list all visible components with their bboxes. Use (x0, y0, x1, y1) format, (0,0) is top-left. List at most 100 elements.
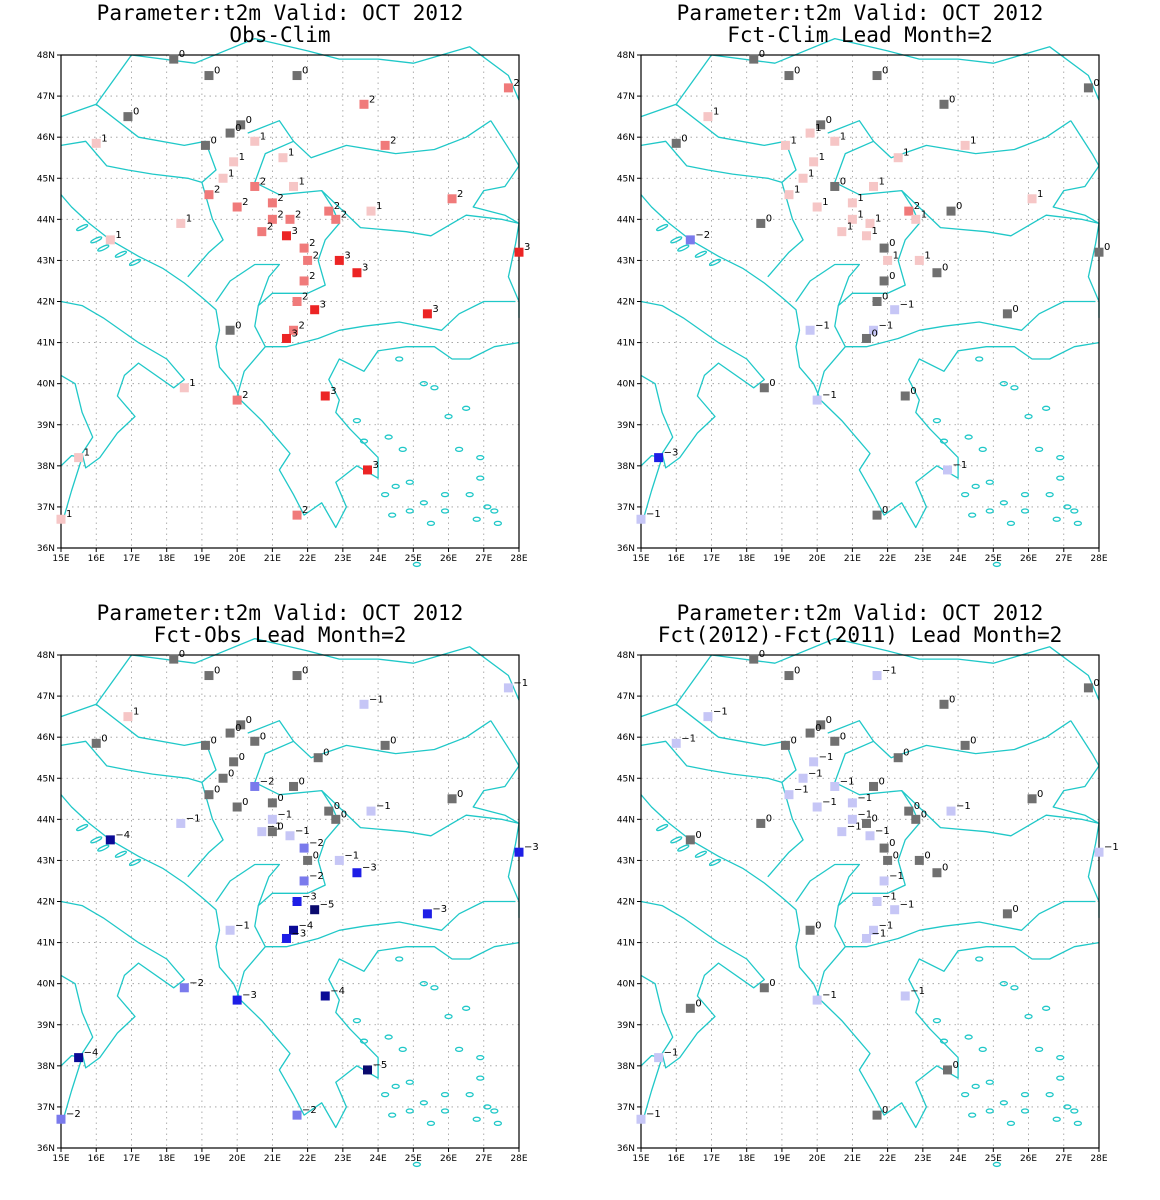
station-square (225, 925, 235, 935)
station-value-label: 3 (373, 460, 379, 471)
station-square (292, 1110, 302, 1120)
station-value-label: 0 (840, 176, 846, 187)
station-value-label: 1 (288, 148, 294, 159)
station-square (685, 835, 695, 845)
station-value-label: 0 (260, 731, 266, 742)
station-value-label: −1 (267, 822, 282, 833)
station-square (830, 781, 840, 791)
station-value-label: 2 (390, 135, 396, 146)
station-marker: 0 (225, 320, 241, 335)
station-square (292, 897, 302, 906)
lat-tick-label: 39N (37, 421, 55, 431)
station-value-label: 1 (376, 201, 382, 212)
station-marker: 0 (267, 793, 284, 808)
lat-tick-label: 40N (37, 380, 55, 390)
lon-tick-label: 15E (52, 1154, 69, 1164)
station-value-label: 2 (513, 78, 519, 89)
station-marker: 0 (685, 830, 702, 845)
station-value-label: −5 (320, 900, 335, 911)
station-value-label: −3 (291, 928, 306, 939)
lon-tick-label: 15E (632, 554, 649, 564)
station-square (232, 995, 242, 1005)
station-value-label: 0 (914, 801, 920, 812)
station-marker: 0 (1002, 304, 1019, 319)
station-value-label: −1 (277, 809, 292, 820)
station-value-label: 0 (277, 822, 283, 833)
map-frame (640, 654, 1100, 1149)
station-marker: −2 (56, 1109, 81, 1124)
station-value-label: −1 (369, 694, 384, 705)
station-square (380, 140, 390, 150)
station-value-label: −2 (260, 776, 275, 787)
station-marker: 2 (503, 78, 520, 93)
station-square (229, 757, 239, 767)
lat-tick-label: 42N (617, 898, 635, 908)
station-value-label: −1 (910, 986, 925, 997)
station-square (56, 1114, 66, 1124)
station-value-label: 1 (857, 193, 863, 204)
station-marker: 1 (780, 135, 797, 150)
station-value-label: −3 (524, 842, 539, 853)
station-marker: −2 (292, 1105, 317, 1120)
station-marker: 1 (805, 123, 821, 138)
station-marker: 0 (805, 723, 821, 738)
station-square (218, 173, 228, 183)
station-square (749, 54, 759, 64)
station-marker: 0 (816, 115, 832, 130)
lat-tick-label: 42N (37, 898, 55, 908)
station-value-label: 0 (299, 776, 305, 787)
lat-tick-label: 47N (37, 692, 55, 702)
station-square (879, 843, 889, 853)
station-value-label: 3 (291, 328, 297, 339)
station-marker: 1 (847, 209, 864, 224)
station-square (904, 806, 914, 816)
station-marker: −3 (352, 863, 377, 878)
station-value-label: 1 (970, 135, 976, 146)
map-canvas: 15E 16E 17E 18E 19E 20E 21E 22E 23E 24E 25E 26E 27E 2… (37, 37, 530, 568)
station-square (872, 1110, 882, 1120)
station-marker: 0 (879, 838, 895, 853)
station-square (869, 925, 879, 935)
station-square (503, 683, 513, 693)
station-square (883, 255, 893, 265)
station-square (257, 227, 267, 237)
station-marker: 3 (320, 386, 337, 401)
station-square (179, 983, 189, 993)
station-square (422, 309, 432, 319)
lon-tick-label: 28E (510, 554, 527, 564)
station-value-label: 0 (759, 649, 765, 660)
lon-tick-label: 27E (1055, 554, 1072, 564)
station-marker: 1 (911, 209, 927, 224)
lon-tick-label: 23E (914, 1154, 931, 1164)
lat-tick-label: 47N (617, 692, 635, 702)
station-square (503, 83, 513, 93)
station-marker: 1 (914, 250, 931, 265)
station-value-label: 0 (889, 271, 895, 282)
station-square (911, 214, 921, 224)
station-marker: 2 (257, 222, 273, 237)
station-value-label: 0 (759, 49, 765, 60)
station-square (890, 905, 900, 915)
station-square (267, 827, 277, 837)
station-marker: 3 (363, 460, 379, 475)
station-square (176, 218, 186, 228)
station-value-label: 2 (341, 209, 347, 220)
station-marker: 0 (872, 505, 888, 520)
lon-tick-label: 19E (773, 554, 790, 564)
station-marker: 2 (292, 505, 308, 520)
station-value-label: −1 (295, 826, 310, 837)
lon-tick-label: 20E (229, 554, 246, 564)
lon-tick-label: 26E (440, 1154, 457, 1164)
station-square (749, 654, 759, 664)
lon-tick-label: 20E (229, 1154, 246, 1164)
station-square (363, 1065, 373, 1075)
lat-tick-label: 39N (617, 1021, 635, 1031)
station-square (320, 991, 330, 1001)
station-marker: 2 (303, 250, 319, 265)
station-value-label: −1 (235, 920, 250, 931)
lat-tick-label: 37N (617, 1103, 635, 1113)
station-square (225, 728, 235, 738)
